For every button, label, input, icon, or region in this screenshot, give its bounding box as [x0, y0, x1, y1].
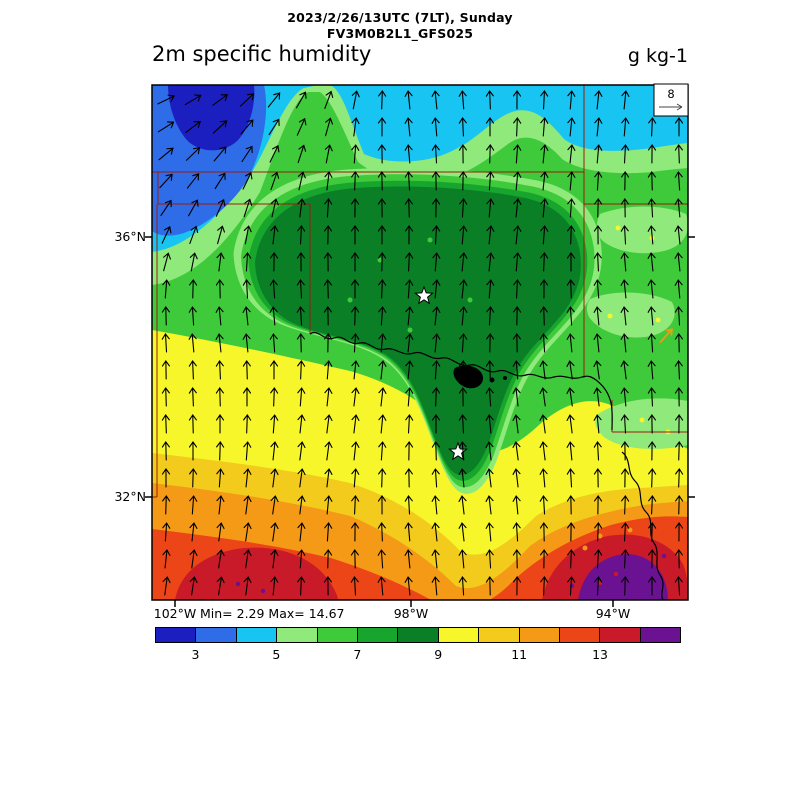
rivers-and-lakes: [309, 332, 664, 600]
min-max-stats: Min= 2.29 Max= 14.67: [200, 606, 345, 621]
reference-vector-box: 8: [653, 83, 689, 117]
variable-title: 2m specific humidity: [152, 42, 372, 66]
colorbar-cell: [196, 628, 237, 642]
colorbar-tick-label: 5: [272, 647, 281, 662]
colorbar-tick-label: 3: [191, 647, 200, 662]
colorbar-tick-label: 9: [434, 647, 443, 662]
reference-vector-value: 8: [667, 87, 674, 101]
colorbar-cell: [559, 628, 601, 642]
units-label: g kg-1: [627, 45, 688, 67]
colorbar-tick-label: 7: [353, 647, 362, 662]
colorbar: 3 5 7 9 11 13: [155, 627, 681, 669]
sabine-river: [621, 451, 664, 600]
colorbar-cell: [479, 628, 520, 642]
lon-tick-94w: 94°W: [595, 606, 631, 621]
valid-time-label: 2023/2/26/13UTC (7LT), Sunday: [287, 10, 513, 25]
axis-tick-marks: [145, 236, 695, 607]
colorbar-cells: [155, 627, 681, 643]
map-frame: [151, 84, 689, 601]
colorbar-cell: [357, 628, 399, 642]
patch-yellowgreen-east-2: [586, 292, 675, 338]
colorbar-labels: 3 5 7 9 11 13: [155, 643, 681, 665]
colorbar-cell: [398, 628, 439, 642]
colorbar-cell: [156, 628, 197, 642]
blob-purple-southeast: [578, 554, 668, 600]
blob-dark-red-southwest: [175, 547, 338, 600]
lon-tick-102w: 102°W: [153, 606, 197, 621]
wind-vector-field: [157, 90, 684, 596]
colorbar-cell: [277, 628, 318, 642]
blob-navy-northwest-core: [168, 85, 255, 151]
lat-tick-32n: 32°N: [114, 489, 146, 504]
state-borders: [152, 85, 688, 498]
colorbar-cell: [317, 628, 358, 642]
colorbar-cell: [519, 628, 560, 642]
patch-yellowgreen-east-1: [597, 206, 688, 254]
red-river: [309, 332, 613, 431]
humidity-shading-layers: [152, 85, 688, 600]
patch-yellowgreen-east-3: [595, 398, 688, 449]
texture-dots: [235, 225, 671, 594]
colorbar-tick-label: 13: [592, 647, 609, 662]
lat-tick-36n: 36°N: [114, 229, 146, 244]
lon-tick-98w: 98°W: [393, 606, 429, 621]
highlighted-wind-arrow: [659, 328, 673, 344]
colorbar-cell: [438, 628, 480, 642]
colorbar-tick-label: 11: [511, 647, 528, 662]
lake-blob: [453, 365, 484, 389]
colorbar-cell: [640, 628, 681, 642]
colorbar-cell: [600, 628, 641, 642]
colorbar-cell: [236, 628, 278, 642]
model-run-label: FV3M0B2L1_GFS025: [326, 26, 474, 41]
